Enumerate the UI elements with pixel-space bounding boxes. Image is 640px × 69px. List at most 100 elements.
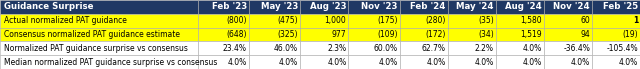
Text: May '23: May '23 <box>261 2 298 11</box>
Text: 1,580: 1,580 <box>520 16 542 25</box>
Bar <box>300 41 348 55</box>
Text: 4.0%: 4.0% <box>619 58 638 67</box>
Bar <box>544 14 592 28</box>
Bar <box>496 41 544 55</box>
Bar <box>399 14 448 28</box>
Bar <box>249 14 300 28</box>
Text: 4.0%: 4.0% <box>523 44 542 53</box>
Text: Consensus normalized PAT guidance estimate: Consensus normalized PAT guidance estima… <box>4 30 180 39</box>
Text: 1,519: 1,519 <box>520 30 542 39</box>
Text: (800): (800) <box>227 16 247 25</box>
Text: 1,000: 1,000 <box>324 16 346 25</box>
Text: Guidance Surprise: Guidance Surprise <box>4 2 93 11</box>
Bar <box>249 55 300 69</box>
Bar <box>0 0 198 14</box>
Bar <box>348 28 399 41</box>
Text: (109): (109) <box>377 30 397 39</box>
Bar <box>249 0 300 14</box>
Text: 4.0%: 4.0% <box>279 58 298 67</box>
Bar <box>496 14 544 28</box>
Text: 977: 977 <box>332 30 346 39</box>
Bar <box>544 55 592 69</box>
Bar <box>348 55 399 69</box>
Text: -36.4%: -36.4% <box>563 44 590 53</box>
Text: (34): (34) <box>478 30 494 39</box>
Text: Feb '25: Feb '25 <box>603 2 638 11</box>
Bar <box>592 55 640 69</box>
Bar <box>198 41 249 55</box>
Text: 4.0%: 4.0% <box>571 58 590 67</box>
Bar <box>348 41 399 55</box>
Bar <box>348 0 399 14</box>
Text: 4.0%: 4.0% <box>327 58 346 67</box>
Bar <box>399 28 448 41</box>
Bar <box>448 14 496 28</box>
Bar <box>198 28 249 41</box>
Bar <box>496 28 544 41</box>
Text: Actual normalized PAT guidance: Actual normalized PAT guidance <box>4 16 127 25</box>
Text: Nov '23: Nov '23 <box>361 2 397 11</box>
Text: Median normalized PAT guidance surprise vs consensus: Median normalized PAT guidance surprise … <box>4 58 217 67</box>
Text: May '24: May '24 <box>456 2 494 11</box>
Bar <box>448 0 496 14</box>
Bar <box>300 55 348 69</box>
Text: (648): (648) <box>227 30 247 39</box>
Bar <box>496 55 544 69</box>
Text: 46.0%: 46.0% <box>274 44 298 53</box>
Text: (19): (19) <box>623 30 638 39</box>
Text: 60: 60 <box>580 16 590 25</box>
Bar <box>300 14 348 28</box>
Text: (325): (325) <box>278 30 298 39</box>
Bar <box>592 14 640 28</box>
Bar <box>0 28 198 41</box>
Text: 4.0%: 4.0% <box>228 58 247 67</box>
Bar <box>448 28 496 41</box>
Bar <box>198 0 249 14</box>
Bar <box>496 0 544 14</box>
Bar <box>544 41 592 55</box>
Text: Feb '23: Feb '23 <box>212 2 247 11</box>
Bar <box>399 0 448 14</box>
Text: 4.0%: 4.0% <box>378 58 397 67</box>
Bar <box>300 28 348 41</box>
Bar <box>249 41 300 55</box>
Text: 60.0%: 60.0% <box>374 44 397 53</box>
Text: 2.3%: 2.3% <box>327 44 346 53</box>
Bar <box>592 0 640 14</box>
Bar <box>544 0 592 14</box>
Text: 2.2%: 2.2% <box>475 44 494 53</box>
Text: 94: 94 <box>580 30 590 39</box>
Text: Nov '24: Nov '24 <box>554 2 590 11</box>
Bar <box>198 14 249 28</box>
Text: (35): (35) <box>478 16 494 25</box>
Text: (280): (280) <box>426 16 446 25</box>
Text: 4.0%: 4.0% <box>475 58 494 67</box>
Bar <box>448 55 496 69</box>
Bar <box>399 55 448 69</box>
Text: (175): (175) <box>377 16 397 25</box>
Text: Normalized PAT guidance surprise vs consensus: Normalized PAT guidance surprise vs cons… <box>4 44 188 53</box>
Text: Aug '24: Aug '24 <box>505 2 542 11</box>
Bar <box>592 41 640 55</box>
Text: (172): (172) <box>426 30 446 39</box>
Bar <box>348 14 399 28</box>
Text: 62.7%: 62.7% <box>422 44 446 53</box>
Text: Feb '24: Feb '24 <box>410 2 446 11</box>
Text: -105.4%: -105.4% <box>607 44 638 53</box>
Bar <box>592 28 640 41</box>
Bar <box>300 0 348 14</box>
Bar <box>0 41 198 55</box>
Text: 4.0%: 4.0% <box>427 58 446 67</box>
Bar <box>544 28 592 41</box>
Text: Aug '23: Aug '23 <box>310 2 346 11</box>
Bar <box>198 55 249 69</box>
Text: (475): (475) <box>278 16 298 25</box>
Text: 4.0%: 4.0% <box>523 58 542 67</box>
Bar <box>0 55 198 69</box>
Bar <box>399 41 448 55</box>
Bar <box>249 28 300 41</box>
Text: 1: 1 <box>633 16 638 25</box>
Bar <box>0 14 198 28</box>
Text: 23.4%: 23.4% <box>223 44 247 53</box>
Bar <box>448 41 496 55</box>
